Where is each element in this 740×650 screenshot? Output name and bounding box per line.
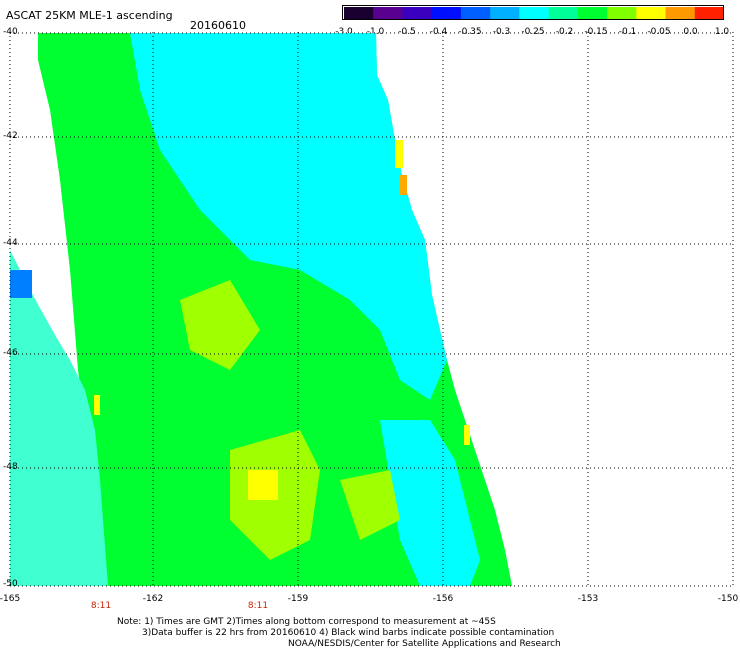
data-patch	[400, 175, 407, 195]
data-patch	[94, 395, 100, 415]
colorbar-segment	[344, 7, 374, 19]
lon-label: -153	[577, 594, 599, 604]
colorbar-label: -1.0	[366, 27, 385, 37]
colorbar-label: -0.15	[584, 27, 608, 37]
lat-label: -42	[3, 131, 18, 141]
yellow-green-region	[340, 470, 400, 540]
colorbar-segment	[431, 7, 462, 19]
colorbar	[342, 5, 724, 20]
colorbar-label: -0.1	[618, 27, 637, 37]
colorbar-label: 1.0	[714, 27, 730, 37]
colorbar-label: -0.3	[492, 27, 511, 37]
time-label: 8:11	[247, 601, 269, 611]
colorbar-label: -0.35	[458, 27, 482, 37]
colorbar-label: -0.5	[398, 27, 416, 37]
lat-label: -48	[3, 462, 18, 472]
colorbar-segment	[665, 7, 696, 19]
lat-label: -46	[3, 348, 18, 358]
cyan-region-southeast	[380, 420, 480, 586]
data-patch	[395, 140, 403, 168]
colorbar-label: -0.2	[555, 27, 574, 37]
time-label: 8:11	[90, 601, 112, 611]
lat-label: -44	[3, 238, 18, 248]
swath-west	[10, 250, 108, 586]
lon-label: -156	[432, 594, 454, 604]
chart-title: ASCAT 25KM MLE-1 ascending	[6, 9, 173, 22]
colorbar-segment	[402, 7, 433, 19]
colorbar-segment	[490, 7, 520, 19]
lon-label: -150	[717, 594, 739, 604]
lat-label: -50	[3, 579, 18, 589]
colorbar-label: -0.4	[429, 27, 448, 37]
note-line-1: Note: 1) Times are GMT 2)Times along bot…	[117, 617, 496, 627]
map-plot	[9, 32, 734, 587]
colorbar-label: -0.25	[521, 27, 545, 37]
colorbar-label: -0.05	[647, 27, 671, 37]
yellow-green-region	[180, 280, 260, 370]
data-patch	[10, 270, 32, 298]
colorbar-segment	[548, 7, 579, 19]
data-patch	[248, 470, 278, 500]
data-patch	[464, 425, 470, 445]
colorbar-label: 0.0	[683, 27, 698, 37]
colorbar-segment	[373, 7, 403, 19]
colorbar-segment	[519, 7, 550, 19]
lon-label: -159	[287, 594, 309, 604]
chart-date: 20160610	[190, 19, 246, 32]
colorbar-segment	[636, 7, 667, 19]
colorbar-segment	[694, 7, 723, 19]
cyan-region-north	[130, 33, 447, 400]
lon-label: -162	[142, 594, 164, 604]
note-line-3: NOAA/NESDIS/Center for Satellite Applica…	[288, 639, 561, 649]
note-line-2: 3)Data buffer is 22 hrs from 20160610 4)…	[142, 628, 555, 638]
colorbar-segment	[577, 7, 608, 19]
colorbar-label: -3.0	[335, 27, 353, 37]
footnotes: Note: 1) Times are GMT 2)Times along bot…	[117, 617, 561, 650]
colorbar-segment	[607, 7, 637, 19]
lat-label: -40	[3, 27, 18, 37]
colorbar-segment	[460, 7, 491, 19]
lon-label: -165	[0, 594, 21, 604]
